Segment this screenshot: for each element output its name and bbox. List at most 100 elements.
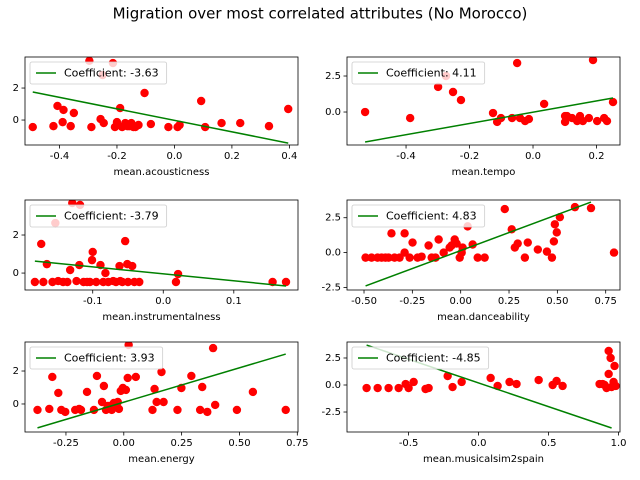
scatter-point — [54, 388, 63, 398]
x-axis-label: mean.musicalsim2spain — [423, 454, 544, 465]
scatter-point — [434, 235, 443, 244]
scatter-point — [512, 379, 521, 389]
scatter-point — [542, 247, 552, 256]
scatter-point — [120, 236, 130, 246]
scatter-point — [505, 377, 514, 387]
x-tick-label: 0.75 — [286, 438, 308, 449]
x-tick-label: -0.50 — [351, 296, 377, 307]
scatter-point — [140, 88, 149, 98]
scatter-point — [384, 383, 393, 393]
legend-label: Coefficient: -3.63 — [64, 67, 159, 80]
figure-title: Migration over most correlated attribute… — [113, 5, 528, 23]
scatter-point — [82, 387, 92, 397]
scatter-point — [49, 121, 58, 131]
scatter-point — [48, 372, 57, 382]
scatter-point — [360, 107, 370, 117]
scatter-point — [452, 239, 461, 248]
scatter-point — [552, 376, 561, 386]
axes-frame — [346, 341, 621, 433]
axes-frame — [24, 56, 299, 146]
x-tick-label: 1.0 — [611, 438, 627, 449]
scatter-point — [520, 253, 530, 262]
scatter-point — [72, 276, 81, 286]
scatter-point — [610, 361, 619, 371]
scatter-point — [146, 119, 156, 129]
x-tick-label: 0.2 — [589, 151, 605, 162]
scatter-point — [588, 57, 598, 65]
legend: Coefficient: 4.11 — [351, 61, 486, 85]
scatter-point — [37, 239, 46, 249]
scatter-point — [101, 268, 110, 278]
scatter-point — [123, 277, 133, 287]
scatter-point — [362, 383, 371, 393]
x-axis-label: mean.instrumentalness — [102, 312, 220, 323]
scatter-point — [480, 253, 489, 262]
scatter-point — [134, 120, 143, 130]
regression-line — [365, 201, 592, 287]
scatter-point — [33, 405, 42, 415]
scatter-point — [99, 118, 108, 128]
x-tick-label: 0.2 — [224, 151, 240, 162]
y-tick-label: 2 — [13, 230, 19, 241]
scatter-point — [405, 113, 415, 123]
regression-line — [364, 97, 614, 143]
scatter-point — [486, 373, 495, 383]
x-tick-label: -0.4 — [396, 151, 416, 162]
y-tick-label: 0 — [13, 399, 19, 410]
x-tick-label: 0.50 — [228, 438, 250, 449]
scatter-point — [281, 405, 290, 415]
scatter-point — [611, 381, 620, 391]
x-axis-label: mean.tempo — [452, 167, 516, 178]
x-tick-label: 0.0 — [155, 296, 171, 307]
scatter-point — [159, 397, 168, 407]
scatter-point — [604, 369, 613, 379]
scatter-point — [405, 253, 414, 262]
plot-area — [361, 201, 619, 287]
legend-label: Coefficient: -4.85 — [386, 352, 481, 365]
plot-area — [362, 344, 620, 429]
scatter-point — [524, 114, 534, 124]
regression-line — [32, 91, 289, 144]
scatter-point — [157, 367, 166, 377]
x-tick-label: -0.2 — [107, 151, 127, 162]
scatter-point — [584, 113, 594, 123]
x-tick-label: 0.4 — [281, 151, 297, 162]
scatter-point — [373, 383, 382, 393]
scatter-point — [424, 241, 433, 250]
scatter-point — [92, 277, 101, 287]
legend: Coefficient: -3.63 — [29, 61, 168, 85]
scatter-point — [439, 248, 448, 257]
legend-box — [351, 346, 490, 370]
x-tick-label: -0.25 — [399, 296, 425, 307]
scatter-point — [232, 405, 242, 415]
y-tick-label: 2.5 — [325, 71, 341, 82]
subplot: -0.50 -0.25 0.00 0.25 0.50 0.75 -2.5 0.0 2.5 mean… — [321, 199, 621, 323]
y-tick-label: 0 — [13, 268, 19, 279]
x-tick-label: -0.2 — [460, 151, 480, 162]
x-tick-label: 0.0 — [525, 151, 541, 162]
x-axis-label: mean.energy — [128, 454, 194, 465]
y-tick-label: 0 — [13, 115, 19, 126]
x-tick-label: 0.0 — [471, 438, 487, 449]
scatter-point — [115, 261, 124, 271]
scatter-point — [248, 387, 258, 397]
scatter-point — [135, 277, 144, 287]
x-tick-label: -0.25 — [53, 438, 79, 449]
scatter-point — [150, 384, 159, 394]
scatter-point — [558, 381, 567, 391]
scatter-point — [210, 400, 220, 410]
scatter-point — [448, 382, 457, 392]
scatter-point — [76, 405, 86, 415]
scatter-point — [409, 377, 418, 387]
scatter-point — [123, 373, 132, 383]
scatter-point — [217, 118, 226, 128]
scatter-point — [59, 105, 68, 115]
subplot: -0.1 0.0 0.1 0 2 mean.instrumentalness Coeffic… — [13, 199, 299, 323]
scatter-point — [114, 404, 124, 414]
scatter-point — [175, 120, 184, 130]
scatter-point — [69, 108, 79, 118]
scatter-point — [66, 121, 75, 131]
scatter-point — [115, 103, 125, 113]
scatter-point — [404, 383, 413, 393]
